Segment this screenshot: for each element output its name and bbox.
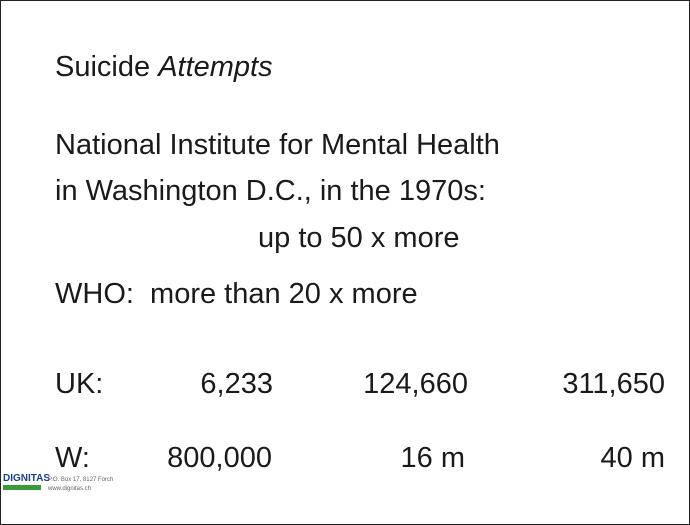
slide-title: Suicide Attempts (55, 53, 273, 82)
row-value: 124,660 (363, 368, 468, 400)
row-value: 16 m (400, 442, 465, 474)
text-line: up to 50 x more (258, 222, 460, 254)
row-value: 6,233 (200, 368, 273, 400)
footer-address: P.O. Box 17, 8127 Forch (48, 477, 114, 483)
title-italic: Attempts (158, 51, 273, 83)
logo-bar (3, 485, 41, 490)
text-line: in Washington D.C., in the 1970s: (55, 175, 486, 207)
text-line: National Institute for Mental Health (55, 129, 500, 161)
text-line: WHO: more than 20 x more (55, 278, 418, 310)
row-label: UK: (55, 368, 104, 400)
row-value: 800,000 (167, 442, 272, 474)
row-label: W: (55, 442, 90, 474)
row-value: 40 m (600, 442, 665, 474)
row-value: 311,650 (562, 368, 665, 400)
title-plain: Suicide (55, 51, 151, 83)
footer-logo: DIGNITAS (3, 473, 51, 484)
footer-web: www.dignitas.ch (48, 486, 92, 492)
